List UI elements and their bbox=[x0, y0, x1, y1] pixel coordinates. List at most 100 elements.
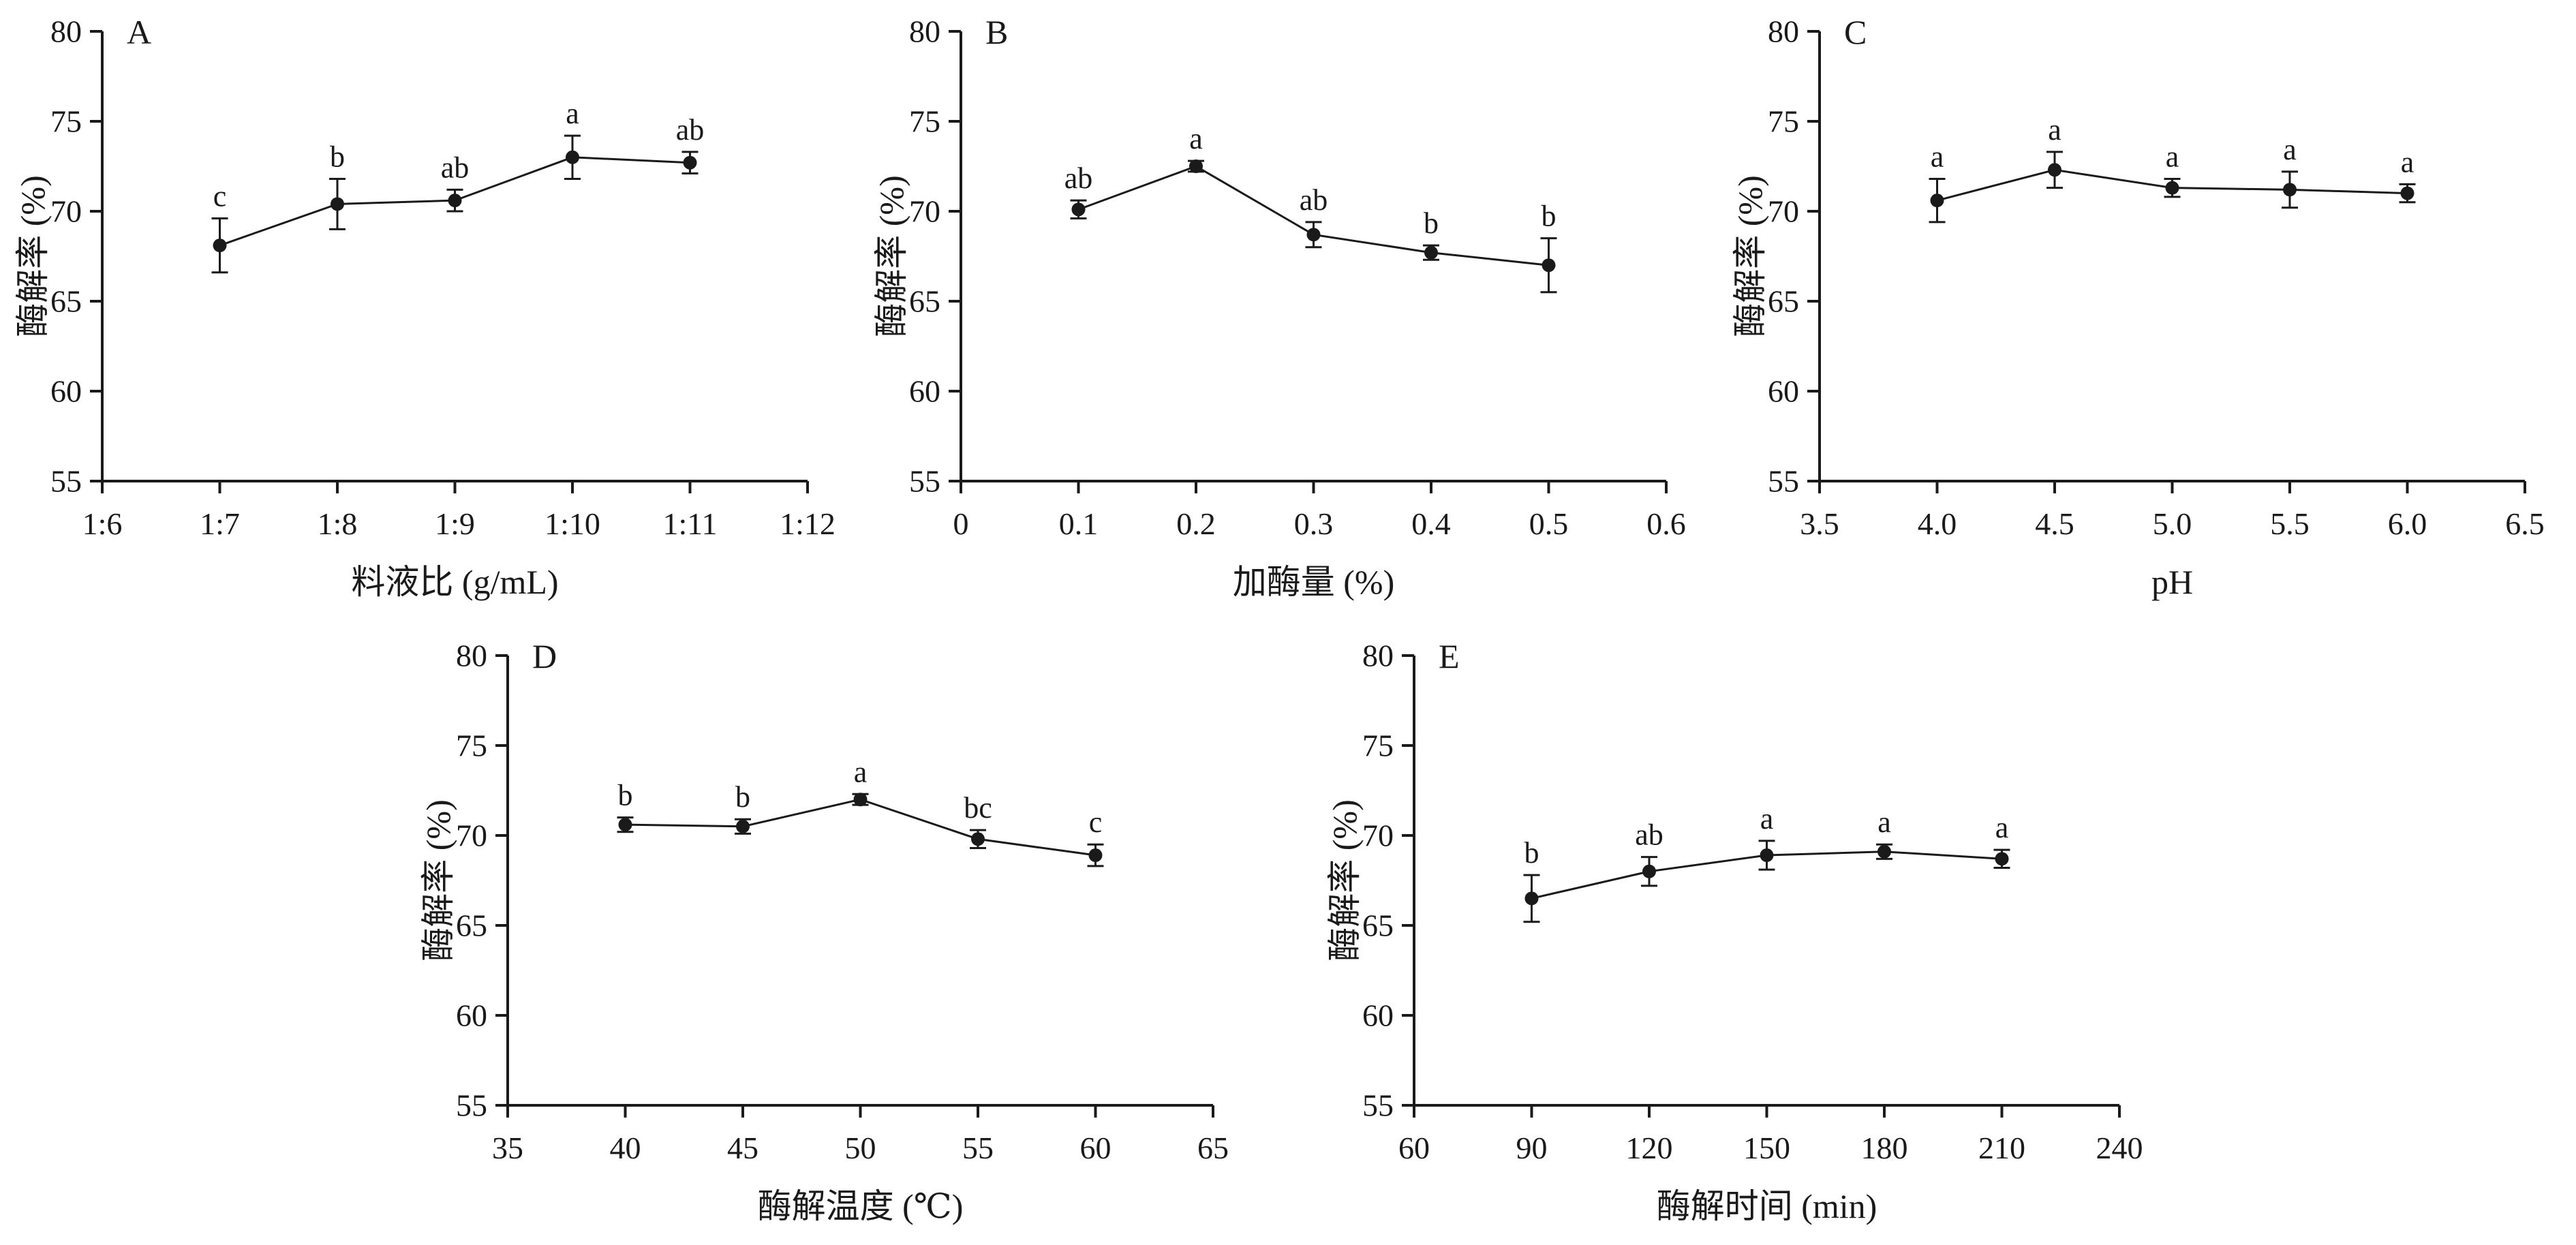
sig-letter: ab bbox=[676, 113, 705, 147]
chart-svg-C: 55 60 65 70 75 80 3.5 4.0 4.5 5.0 5.5 6.0 6.5 pH 酶解率 (… bbox=[1731, 13, 2545, 601]
sig-letter: a bbox=[2048, 113, 2061, 147]
chart-panel-e: 55 60 65 70 75 80 60 90 120 150 180 210 240 酶解时间 (min… bbox=[1312, 628, 2171, 1242]
x-tick-label: 0 bbox=[953, 506, 969, 541]
chart-row-bottom: 55 60 65 70 75 80 35 40 45 50 55 60 65 酶解温度 (℃) 酶解率 (%… bbox=[0, 628, 2576, 1242]
x-tick-label: 1:9 bbox=[435, 506, 475, 541]
data-point bbox=[1995, 852, 2009, 866]
panel-letter: D bbox=[532, 637, 557, 675]
chart-svg-D: 55 60 65 70 75 80 35 40 45 50 55 60 65 酶解温度 (℃) 酶解率 (%… bbox=[419, 637, 1229, 1225]
y-tick-label: 70 bbox=[1768, 194, 1799, 229]
x-tick-label: 6.5 bbox=[2505, 506, 2545, 541]
y-tick-label: 70 bbox=[909, 194, 940, 229]
data-point bbox=[1306, 228, 1321, 242]
x-tick-label: 0.5 bbox=[1529, 506, 1569, 541]
chart-panel-b: 55 60 65 70 75 80 0 0.1 0.2 0.3 0.4 0.5 0.6 加酶量 (%) 酶解… bbox=[859, 4, 1717, 617]
sig-letter: a bbox=[1189, 122, 1203, 155]
chart-panel-c: 55 60 65 70 75 80 3.5 4.0 4.5 5.0 5.5 6.0 6.5 pH 酶解率 (… bbox=[1717, 4, 2576, 617]
panel-letter: B bbox=[985, 13, 1008, 51]
data-point bbox=[1088, 848, 1103, 863]
x-tick-label: 0.2 bbox=[1176, 506, 1216, 541]
y-tick-label: 80 bbox=[1362, 639, 1394, 673]
y-axis-title: 酶解率 (%) bbox=[872, 175, 910, 337]
y-tick-label: 75 bbox=[1362, 728, 1394, 763]
x-tick-label: 240 bbox=[2096, 1131, 2143, 1165]
x-tick-label: 60 bbox=[1080, 1131, 1111, 1165]
y-tick-label: 65 bbox=[50, 284, 82, 319]
data-point bbox=[2400, 186, 2414, 200]
data-line bbox=[625, 798, 1096, 857]
data-point bbox=[213, 239, 227, 253]
x-tick-label: 35 bbox=[492, 1131, 523, 1165]
y-tick-label: 55 bbox=[909, 464, 940, 499]
sig-letter: ab bbox=[1300, 183, 1328, 217]
chart-svg-B: 55 60 65 70 75 80 0 0.1 0.2 0.3 0.4 0.5 0.6 加酶量 (%) 酶解… bbox=[872, 13, 1686, 601]
sig-letter: b bbox=[330, 140, 345, 173]
x-tick-label: 1:6 bbox=[82, 506, 123, 541]
y-tick-label: 80 bbox=[50, 14, 82, 49]
y-tick-label: 60 bbox=[50, 374, 82, 409]
y-axis-title: 酶解率 (%) bbox=[1731, 175, 1769, 337]
chart-row-top: 55 60 65 70 75 80 1:6 1:7 1:8 1:9 1:10 1:11 1:12 料液比 … bbox=[0, 4, 2576, 617]
y-tick-label: 70 bbox=[456, 818, 487, 853]
x-axis-title: pH bbox=[2151, 563, 2193, 601]
x-tick-label: 1:7 bbox=[200, 506, 240, 541]
x-tick-label: 120 bbox=[1626, 1131, 1673, 1165]
y-tick-label: 60 bbox=[456, 998, 487, 1033]
data-point bbox=[1524, 891, 1539, 906]
x-tick-label: 180 bbox=[1861, 1131, 1908, 1165]
x-axis-title: 料液比 (g/mL) bbox=[351, 563, 558, 601]
x-tick-label: 0.1 bbox=[1059, 506, 1099, 541]
x-tick-label: 55 bbox=[962, 1131, 994, 1165]
sig-letter: a bbox=[566, 97, 579, 130]
x-tick-label: 1:11 bbox=[662, 506, 717, 541]
sig-letter: a bbox=[854, 755, 868, 788]
data-point bbox=[1424, 245, 1438, 260]
sig-letter: a bbox=[2401, 145, 2414, 179]
y-tick-label: 70 bbox=[50, 194, 82, 229]
data-point bbox=[331, 197, 344, 211]
data-point bbox=[1877, 844, 1891, 859]
x-tick-label: 1:12 bbox=[780, 506, 835, 541]
data-point bbox=[1189, 159, 1203, 173]
data-point bbox=[683, 155, 697, 170]
x-tick-label: 0.4 bbox=[1411, 506, 1451, 541]
y-tick-label: 70 bbox=[1362, 818, 1394, 853]
x-tick-label: 5.0 bbox=[2153, 506, 2192, 541]
data-point bbox=[618, 818, 632, 832]
x-tick-label: 6.0 bbox=[2388, 506, 2427, 541]
x-tick-label: 90 bbox=[1516, 1131, 1548, 1165]
sig-letter: a bbox=[1931, 140, 1944, 173]
y-tick-label: 80 bbox=[456, 639, 487, 673]
data-point bbox=[736, 819, 750, 833]
y-tick-label: 55 bbox=[50, 464, 82, 499]
y-tick-label: 65 bbox=[456, 908, 487, 943]
panel-letter: C bbox=[1844, 13, 1867, 51]
data-point bbox=[2165, 181, 2179, 195]
chart-panel-d: 55 60 65 70 75 80 35 40 45 50 55 60 65 酶解温度 (℃) 酶解率 (%… bbox=[405, 628, 1264, 1242]
y-tick-label: 60 bbox=[1362, 998, 1394, 1033]
x-tick-label: 210 bbox=[1978, 1131, 2025, 1165]
y-tick-label: 75 bbox=[909, 104, 940, 139]
x-tick-label: 40 bbox=[610, 1131, 641, 1165]
x-tick-label: 1:8 bbox=[318, 506, 358, 541]
x-tick-label: 3.5 bbox=[1800, 506, 1839, 541]
data-point bbox=[566, 150, 579, 164]
chart-svg-A: 55 60 65 70 75 80 1:6 1:7 1:8 1:9 1:10 1:11 1:12 料液比 … bbox=[14, 13, 835, 601]
data-point bbox=[1542, 258, 1556, 273]
sig-letter: bc bbox=[964, 791, 992, 825]
y-axis-title: 酶解率 (%) bbox=[14, 175, 52, 337]
sig-letter: ab bbox=[1064, 162, 1093, 195]
y-tick-label: 55 bbox=[1768, 464, 1799, 499]
x-tick-label: 0.3 bbox=[1294, 506, 1334, 541]
data-point bbox=[1760, 848, 1774, 863]
y-tick-label: 65 bbox=[1768, 284, 1799, 319]
panel-letter: E bbox=[1439, 637, 1460, 675]
data-point bbox=[2048, 163, 2061, 177]
x-tick-label: 5.5 bbox=[2270, 506, 2310, 541]
sig-letter: ab bbox=[441, 151, 470, 184]
sig-letter: a bbox=[2283, 133, 2297, 166]
x-axis-title: 酶解温度 (℃) bbox=[758, 1187, 964, 1225]
sig-letter: b bbox=[1424, 206, 1439, 240]
